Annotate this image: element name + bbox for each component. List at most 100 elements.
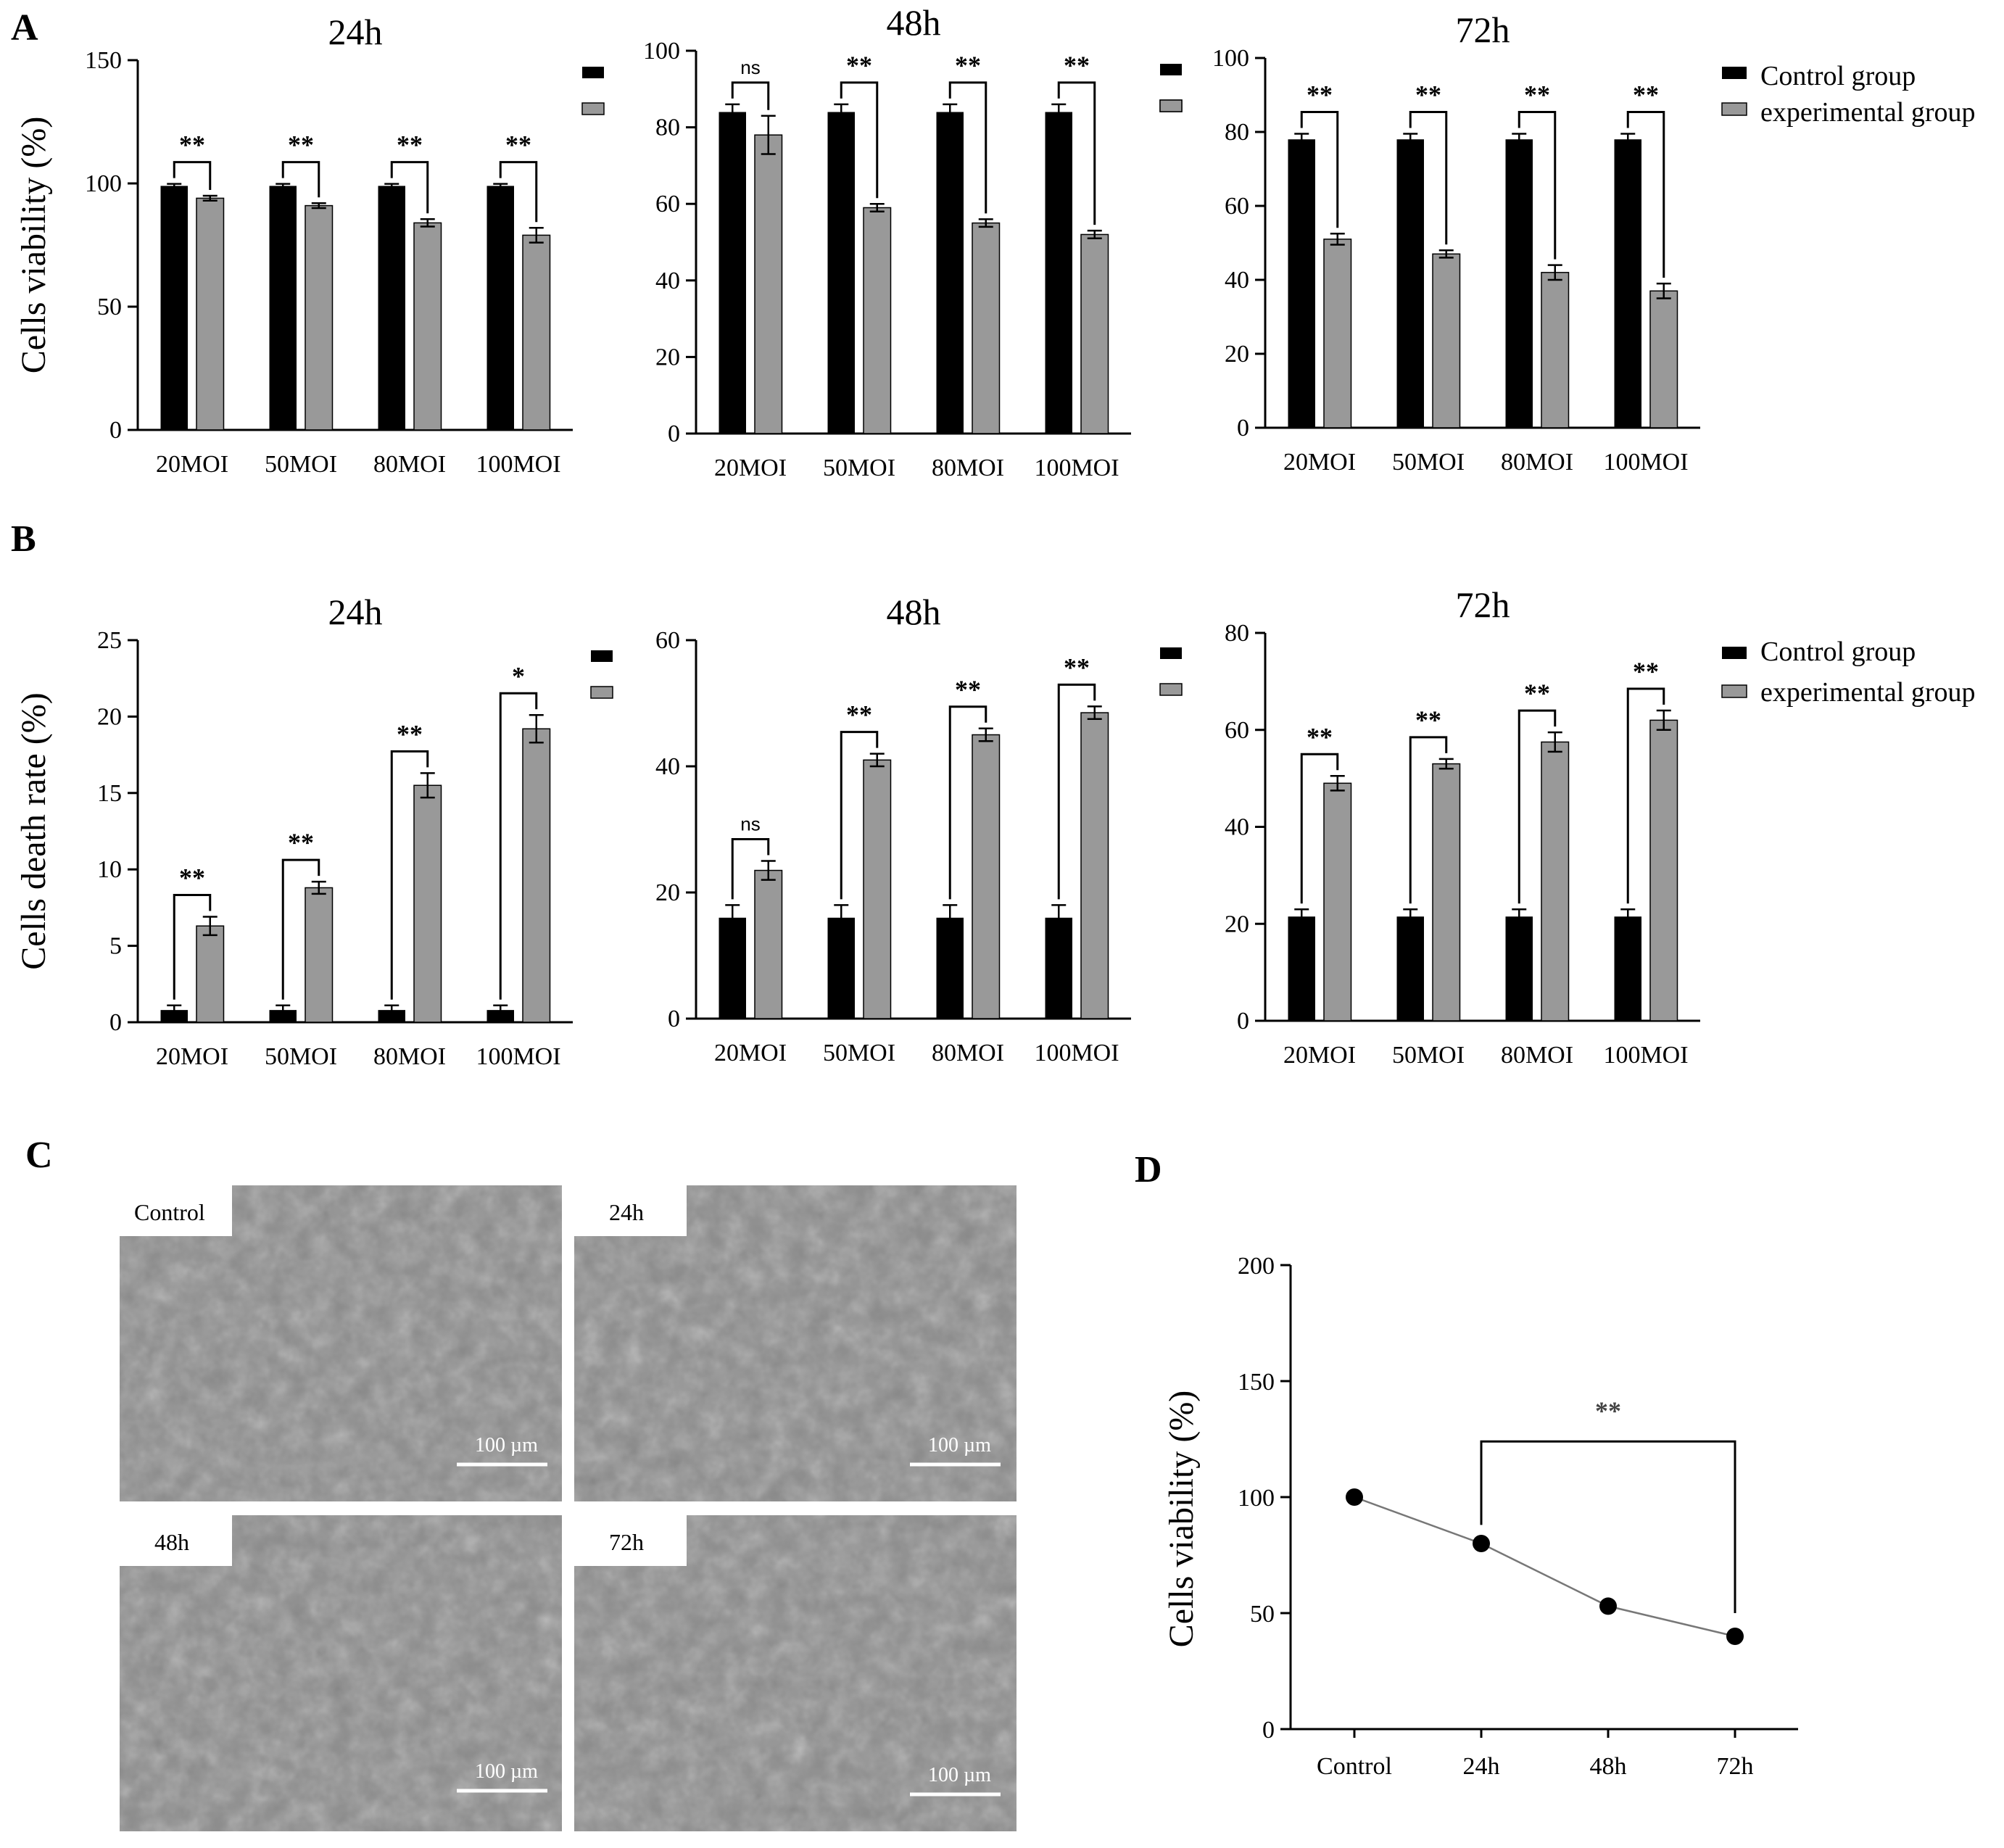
micrograph-48h-label: 48h [154, 1529, 189, 1555]
bar-experimental [305, 887, 334, 1023]
legend-swatch-control [1160, 64, 1182, 75]
chart-b-24h: 24h 0 5 10 15 20 25 Cells death rate (%) ** 20MOI… [15, 592, 613, 1070]
legend-swatch-experimental [590, 686, 613, 699]
x-tick-label: 20MOI [714, 455, 787, 481]
micrograph-72h-label: 72h [609, 1529, 644, 1555]
data-point [1726, 1628, 1744, 1645]
significance-label: ** [397, 130, 423, 159]
significance-label: ** [846, 51, 872, 80]
panel-letter-d: D [1135, 1149, 1162, 1190]
bar-experimental [1323, 782, 1352, 1022]
y-axis-label: Cells viability (%) [15, 117, 53, 374]
legend-a-control-swatch [1722, 67, 1747, 79]
bar-control [1614, 916, 1641, 1021]
y-tick-label: 40 [1225, 814, 1249, 841]
x-tick-label: 80MOI [1501, 1042, 1573, 1069]
chart-title: 24h [328, 592, 383, 632]
significance-bracket [731, 81, 770, 110]
x-tick-label: 80MOI [932, 1040, 1004, 1066]
bar-control [1288, 139, 1315, 428]
series-line [1354, 1496, 1736, 1638]
bar-control [827, 917, 855, 1019]
micrograph-48h-texture [120, 1515, 562, 1831]
chart-title: 72h [1456, 584, 1510, 625]
x-tick-label: 50MOI [265, 451, 337, 478]
x-tick-label: 80MOI [1501, 449, 1573, 476]
significance-label: ** [846, 700, 872, 729]
significance-bracket [173, 894, 212, 1000]
micrograph-control-label: Control [134, 1199, 205, 1225]
micrograph-24h-label: 24h [609, 1199, 644, 1225]
micrograph-72h-label-box [574, 1515, 687, 1566]
legend-b-control-label: Control group [1760, 637, 1916, 667]
significance-bracket [1409, 736, 1448, 904]
y-tick-label: 100 [1212, 45, 1249, 72]
x-tick-label: 100MOI [476, 1043, 560, 1070]
bar-control [486, 186, 514, 430]
legend-a: Control group experimental group [1721, 61, 1976, 128]
micrograph-control-scale-label: 100 µm [475, 1434, 538, 1457]
chart-a-48h: 48h 0 20 40 60 80 100 ns 20MOI ** 50MOI ** 80MOI ** 10… [643, 2, 1183, 481]
bar-experimental [972, 734, 1001, 1019]
x-tick-label: 50MOI [823, 1040, 895, 1066]
x-tick-label: 100MOI [1603, 449, 1688, 476]
significance-label: ** [1307, 80, 1333, 109]
y-tick-label: 15 [97, 780, 122, 807]
bar-control [269, 1010, 297, 1022]
bar-experimental [972, 222, 1001, 434]
chart-d-viability-line: 0 50 100 150 200 Cells viability (%) Control 24… [1162, 1253, 1798, 1780]
x-tick-label: 50MOI [1392, 449, 1465, 476]
panel-letter-a: A [11, 7, 38, 49]
bar-control [378, 1010, 405, 1022]
significance-label: ** [288, 130, 314, 159]
significance-label: ns [740, 813, 760, 835]
significance-bracket [281, 858, 320, 1000]
micrograph-48h-scale-label: 100 µm [475, 1760, 538, 1783]
x-tick-label: 48h [1590, 1753, 1627, 1780]
chart-title: 48h [887, 2, 941, 43]
y-tick-label: 10 [97, 856, 122, 883]
x-tick-label: 72h [1717, 1753, 1754, 1780]
x-tick-label: 80MOI [373, 1043, 446, 1070]
bar-control [1396, 916, 1424, 1021]
y-tick-label: 20 [1225, 341, 1249, 368]
bar-experimental [863, 759, 892, 1019]
bar-experimental [1080, 712, 1109, 1019]
chart-b-48h: 48h 0 20 40 60 ns 20MOI ** 50MOI ** 80MOI ** 100MOI [655, 592, 1183, 1066]
significance-bracket [390, 161, 429, 214]
x-tick-label: 80MOI [373, 451, 446, 478]
y-tick-label: 60 [655, 191, 680, 217]
legend-swatch-control [591, 650, 613, 662]
chart-title: 48h [887, 592, 941, 632]
x-tick-label: 100MOI [1034, 1040, 1119, 1066]
bar-experimental [863, 207, 892, 434]
bar-experimental [522, 234, 551, 431]
bar-experimental [1649, 719, 1678, 1022]
significance-label: * [512, 661, 525, 690]
bar-control [160, 186, 188, 430]
y-tick-label: 5 [109, 933, 122, 960]
micrograph-24h: 24h 100 µm [574, 1185, 1017, 1501]
chart-title: 24h [328, 12, 383, 52]
y-tick-label: 20 [97, 703, 122, 730]
bar-control [269, 186, 297, 430]
bar-control [378, 186, 405, 430]
y-tick-label: 25 [97, 627, 122, 654]
bar-control [936, 917, 964, 1019]
significance-label: ** [1415, 705, 1441, 734]
micrograph-72h: 72h 100 µm [574, 1515, 1017, 1831]
significance-bracket [840, 731, 879, 900]
y-tick-label: 0 [1262, 1717, 1275, 1744]
significance-label: ** [1307, 722, 1333, 751]
x-tick-label: 24h [1463, 1753, 1500, 1780]
y-tick-label: 100 [643, 38, 680, 65]
significance-label: ** [1633, 657, 1659, 686]
chart-b-72h: 72h 0 20 40 60 80 ** 20MOI ** 50MOI ** 80MOI ** 100MO… [1225, 584, 1700, 1069]
bar-control [160, 1010, 188, 1022]
significance-bracket [390, 750, 429, 1000]
bar-experimental [413, 222, 442, 431]
bar-experimental [1323, 239, 1352, 428]
significance-label: ** [1633, 80, 1659, 109]
y-tick-label: 0 [668, 420, 680, 447]
significance-label: ** [1064, 652, 1090, 681]
